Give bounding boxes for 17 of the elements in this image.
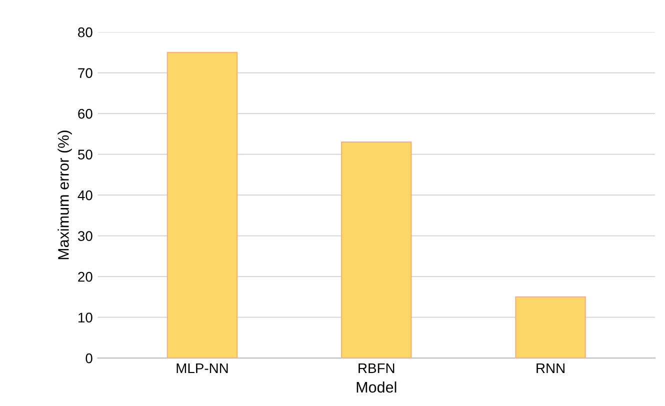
bar bbox=[341, 142, 412, 358]
y-tick-label: 10 bbox=[78, 312, 92, 323]
y-tick-label: 40 bbox=[78, 190, 92, 200]
x-tick-label: RNN bbox=[536, 363, 564, 374]
y-tick-label: 80 bbox=[78, 27, 92, 38]
bar bbox=[166, 52, 238, 358]
y-tick-label: 60 bbox=[78, 108, 92, 119]
x-tick-label: MLP-NN bbox=[176, 363, 228, 374]
y-axis-title: Maximum error (%) bbox=[58, 130, 72, 260]
y-tick-label: 50 bbox=[78, 150, 92, 160]
y-tick-label: 20 bbox=[78, 272, 92, 282]
x-axis-title: Model bbox=[356, 381, 396, 393]
y-tick-label: 70 bbox=[78, 68, 92, 78]
y-tick-label: 0 bbox=[86, 353, 92, 364]
x-tick-label: RBFN bbox=[358, 363, 394, 374]
bar bbox=[515, 296, 586, 358]
y-tick-label: 30 bbox=[78, 231, 92, 242]
